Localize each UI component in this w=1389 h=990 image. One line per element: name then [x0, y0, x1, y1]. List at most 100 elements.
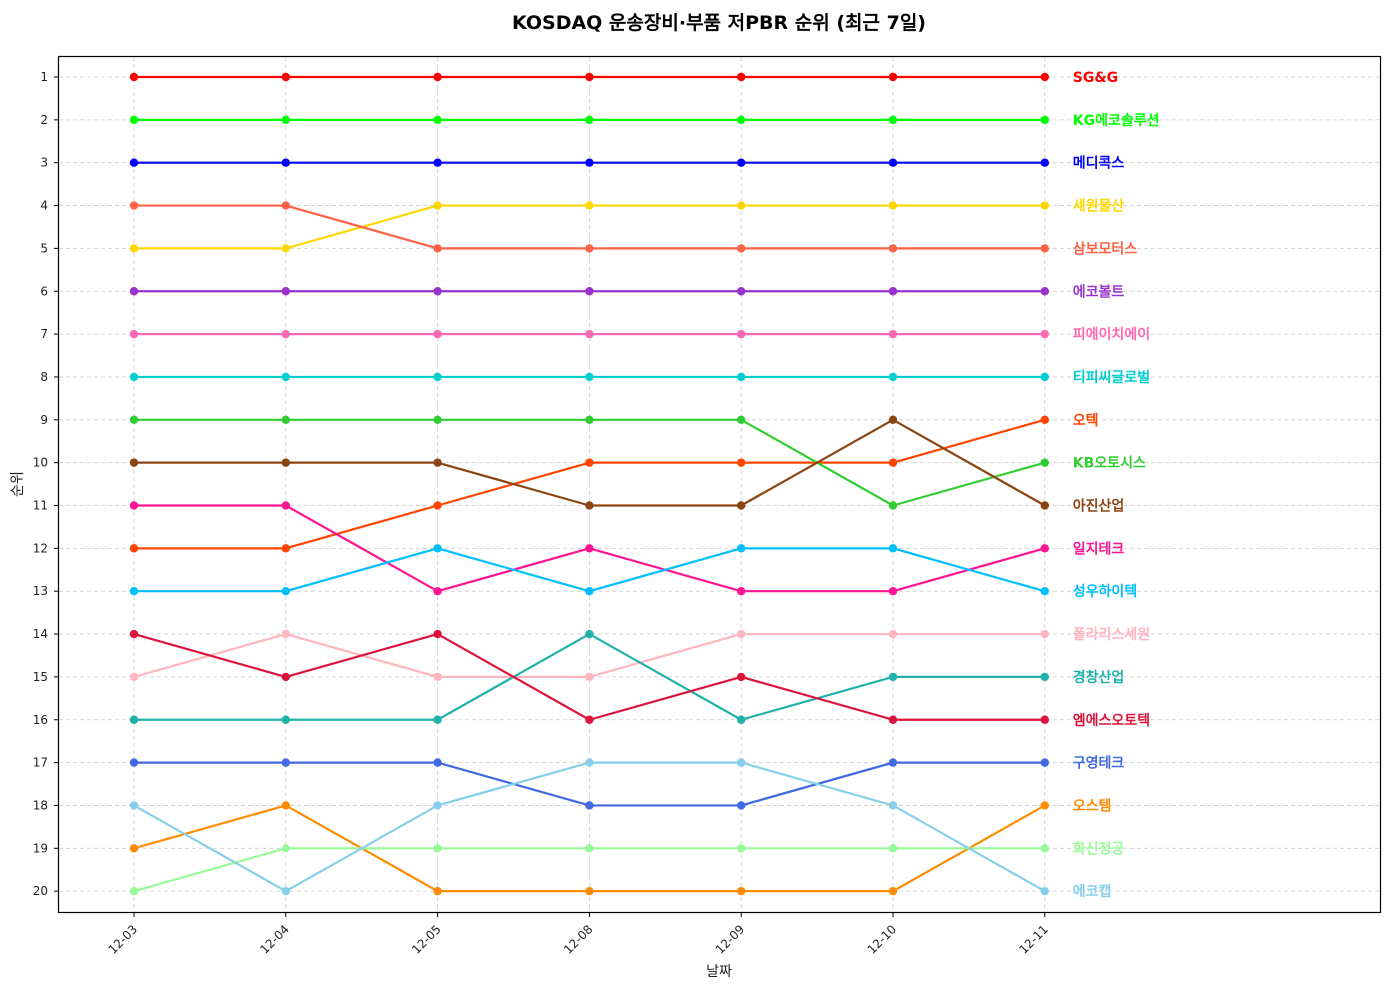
data-point-marker [129, 629, 139, 639]
y-tick-label: 16 [33, 713, 48, 727]
series-label: KB오토시스 [1073, 456, 1146, 472]
data-point-marker [737, 287, 746, 296]
y-tick-label: 8 [40, 370, 48, 384]
data-point-marker [585, 458, 594, 467]
series-line [129, 415, 1050, 510]
data-point-marker [1040, 244, 1050, 253]
data-point-marker [281, 158, 290, 167]
data-point-marker [433, 158, 442, 167]
data-point-marker [281, 115, 290, 125]
series-line [129, 158, 1050, 167]
data-point-marker [433, 115, 442, 125]
series-line [129, 415, 1050, 510]
data-point-marker [585, 758, 594, 767]
data-point-marker [737, 844, 746, 853]
series-line [129, 115, 1050, 125]
data-point-marker [888, 158, 898, 167]
y-tick-label: 4 [40, 199, 48, 213]
y-tick-label: 10 [33, 456, 48, 470]
data-point-marker [433, 801, 442, 810]
series-line [129, 629, 1050, 682]
data-point-marker [433, 201, 442, 210]
data-point-marker [1040, 415, 1050, 424]
data-point-marker [888, 801, 898, 810]
data-point-marker [1040, 801, 1050, 810]
data-point-marker [129, 115, 139, 125]
data-point-marker [129, 329, 139, 339]
y-tick-label: 3 [40, 156, 48, 170]
data-point-marker [888, 372, 898, 382]
data-point-marker [433, 287, 442, 296]
data-point-marker [737, 372, 746, 382]
data-point-marker [1040, 544, 1050, 553]
data-point-marker [888, 415, 898, 424]
data-point-marker [1040, 844, 1050, 853]
data-point-marker [737, 115, 746, 125]
chart-title: KOSDAQ 운송장비·부품 저PBR 순위 (최근 7일) [511, 12, 926, 34]
data-point-marker [888, 758, 898, 767]
data-point-marker [1040, 715, 1050, 724]
data-point-marker [1040, 158, 1050, 167]
data-point-marker [888, 201, 898, 210]
data-point-marker [888, 458, 898, 467]
series-line [129, 287, 1050, 296]
data-point-marker [585, 715, 594, 724]
data-point-marker [433, 415, 442, 424]
data-point-marker [433, 758, 442, 767]
data-point-marker [129, 158, 139, 167]
data-point-marker [433, 544, 442, 553]
series-line [129, 758, 1050, 896]
data-point-marker [737, 587, 746, 596]
data-point-marker [433, 587, 442, 596]
series-label: 일지테크 [1073, 541, 1125, 557]
data-point-marker [281, 844, 290, 853]
data-point-marker [1040, 329, 1050, 339]
x-axis-label: 날짜 [706, 964, 732, 980]
data-point-marker [1040, 672, 1050, 682]
data-point-marker [1040, 287, 1050, 296]
series-line [129, 329, 1050, 339]
series-label: 세원물산 [1073, 198, 1125, 215]
data-point-marker [585, 329, 594, 339]
series-label: 경창산업 [1073, 669, 1125, 686]
data-point-marker [737, 158, 746, 167]
data-point-marker [737, 801, 746, 810]
data-point-marker [888, 629, 898, 639]
data-point-marker [888, 587, 898, 596]
x-tick-label: 12-08 [561, 922, 596, 957]
data-point-marker [281, 72, 290, 82]
y-tick-label: 7 [40, 327, 48, 341]
data-point-marker [888, 544, 898, 553]
data-point-marker [888, 329, 898, 339]
data-point-marker [585, 244, 594, 253]
y-tick-label: 5 [40, 241, 48, 255]
y-tick-label: 2 [40, 113, 48, 127]
series-label: 티피씨글로벌 [1073, 369, 1150, 386]
data-point-marker [737, 501, 746, 510]
data-point-marker [433, 329, 442, 339]
series-label: 피에이치에이 [1073, 326, 1150, 343]
data-point-marker [281, 758, 290, 767]
series-label: 삼보모터스 [1073, 241, 1138, 257]
data-point-marker [737, 629, 746, 639]
y-tick-label: 11 [33, 499, 48, 513]
data-point-marker [433, 372, 442, 382]
series-line [129, 629, 1050, 724]
data-point-marker [888, 72, 898, 82]
x-tick-label: 12-03 [106, 922, 141, 957]
data-point-marker [585, 629, 594, 639]
y-tick-label: 15 [33, 670, 48, 684]
series-label: 구영테크 [1073, 755, 1125, 772]
series-line [129, 501, 1050, 596]
data-point-marker [585, 886, 594, 896]
series-line [129, 72, 1050, 82]
y-tick-label: 9 [40, 413, 48, 427]
data-point-marker [129, 415, 139, 424]
data-point-marker [737, 329, 746, 339]
y-axis-label: 순위 [10, 471, 26, 497]
y-tick-label: 1 [40, 70, 48, 84]
data-point-marker [888, 715, 898, 724]
data-point-marker [585, 501, 594, 510]
data-point-marker [281, 415, 290, 424]
